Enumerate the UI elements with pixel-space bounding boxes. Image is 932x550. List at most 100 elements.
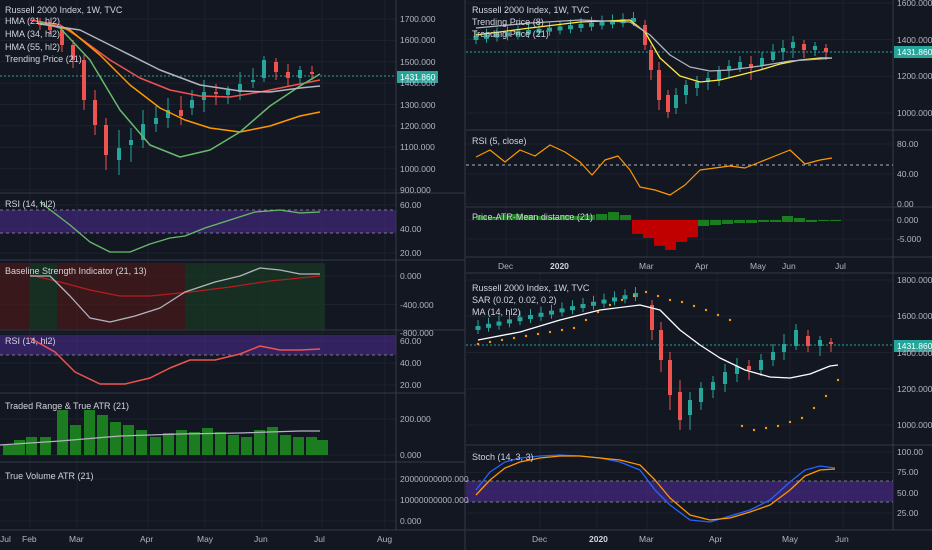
right-bottom-candle-body bbox=[559, 308, 565, 313]
right-bottom-candle-body bbox=[829, 342, 833, 344]
right-patr-green-bar bbox=[746, 220, 757, 223]
right-top-xtick-label: 2020 bbox=[550, 261, 569, 271]
right-top-main-title: Russell 2000 Index, 1W, TVC bbox=[472, 5, 590, 15]
sar-dot bbox=[764, 426, 768, 430]
left-traded-range-bar bbox=[110, 422, 121, 455]
left-rsi2-ytick-label: 60.00 bbox=[400, 336, 422, 346]
left-main-ytick-label: 1200.000 bbox=[400, 120, 436, 131]
right-bottom-candle-body bbox=[794, 330, 798, 346]
left-xtick-label: Jun bbox=[254, 534, 268, 544]
right-bottom-candle-body bbox=[622, 295, 628, 300]
right-bottom-candle-body bbox=[735, 366, 739, 374]
left-bsi-title: Baseline Strength Indicator (21, 13) bbox=[5, 266, 147, 276]
right-patr-green-bar bbox=[560, 215, 571, 220]
right-patr-green-bar bbox=[818, 220, 829, 221]
right-top-candle-body bbox=[494, 33, 500, 38]
left-traded-range-bar bbox=[136, 430, 147, 455]
sar-dot bbox=[752, 428, 756, 432]
left-traded-range-bar bbox=[3, 445, 14, 455]
sar-dot bbox=[836, 378, 840, 382]
right-bottom-candle-body bbox=[723, 372, 727, 384]
left-traded-range-bar bbox=[57, 410, 68, 455]
left-bsi-line bbox=[30, 267, 320, 323]
sar-dot bbox=[596, 310, 600, 314]
legend-trending-price-21-right[interactable]: Trending Price (21) bbox=[472, 29, 549, 39]
sar-dot bbox=[560, 328, 564, 332]
right-stoch-title: Stoch (14, 3, 3) bbox=[472, 452, 534, 462]
left-main-candle-body bbox=[104, 125, 108, 155]
left-main-ytick-label: 1600.000 bbox=[400, 35, 436, 46]
left-traded-range-bar bbox=[189, 432, 200, 455]
sar-dot bbox=[680, 300, 684, 304]
right-top-main-ytick-label: 1400.000 bbox=[897, 34, 932, 45]
left-main-ytick-label: 1100.000 bbox=[400, 142, 435, 153]
right-bottom-candle-body bbox=[570, 306, 575, 311]
right-top-candle-body bbox=[706, 78, 710, 82]
left-traded-range-bar bbox=[40, 437, 51, 455]
left-tvatr-ytick-label: 0.000 bbox=[400, 516, 422, 526]
legend-hma-34[interactable]: HMA (34, hl2) bbox=[5, 29, 61, 39]
left-bsi-bg-green bbox=[185, 263, 325, 330]
right-patr-green-bar bbox=[758, 220, 769, 222]
right-top-candle-body bbox=[578, 24, 584, 28]
left-traded-range-bar bbox=[241, 437, 252, 455]
left-main-ytick-label: 1500.000 bbox=[400, 56, 436, 67]
right-bottom-xtick-label: Dec bbox=[532, 534, 548, 544]
right-top-candle-body bbox=[813, 46, 817, 50]
legend-hma-55[interactable]: HMA (55, hl2) bbox=[5, 42, 61, 52]
left-main-candle-body bbox=[154, 118, 158, 124]
right-bottom-candle-body bbox=[759, 360, 763, 370]
right-bottom-candle-body bbox=[688, 400, 692, 415]
sar-dot bbox=[620, 298, 624, 302]
right-top-last-price-tag: 1431.860 bbox=[894, 46, 932, 58]
right-top-candle-body bbox=[760, 58, 764, 66]
left-main-candle-body bbox=[93, 100, 97, 125]
right-bottom-main-ytick-label: 1800.000 bbox=[897, 275, 932, 285]
right-patr-ytick-label: -5.000 bbox=[897, 234, 922, 244]
sar-dot bbox=[548, 330, 552, 334]
right-top-candle-body bbox=[791, 42, 795, 48]
right-bottom-candle-body bbox=[806, 336, 810, 346]
right-bottom-main-ytick-label: 1000.000 bbox=[897, 420, 932, 430]
right-top-xtick-label: Jun bbox=[782, 261, 796, 271]
hma-34-line bbox=[39, 21, 321, 133]
legend-ma-14[interactable]: MA (14, hl2) bbox=[472, 307, 521, 317]
right-patr-green-bar bbox=[782, 220, 793, 222]
left-main-candle-body bbox=[286, 72, 290, 78]
left-atr-ytick-label: 0.000 bbox=[400, 450, 422, 460]
right-top-candle-body bbox=[643, 25, 647, 45]
right-top-candle-body bbox=[568, 25, 573, 30]
right-patr-green-bar bbox=[734, 220, 745, 223]
right-bottom-candle-body bbox=[612, 297, 617, 302]
sar-dot bbox=[716, 313, 720, 317]
left-traded-range-bar bbox=[280, 435, 291, 455]
legend-trending-price-21[interactable]: Trending Price (21) bbox=[5, 54, 82, 64]
right-bottom-candle-body bbox=[528, 315, 533, 319]
left-bsi-ytick-label: -800.000 bbox=[400, 328, 434, 338]
legend-hma-21[interactable]: HMA (21, hl2) bbox=[5, 16, 61, 26]
sar-dot bbox=[632, 294, 636, 298]
legend-sar[interactable]: SAR (0.02, 0.02, 0.2) bbox=[472, 295, 557, 305]
right-top-main-ytick-label: 1000.000 bbox=[897, 108, 932, 118]
right-patr-green-bar bbox=[584, 215, 595, 220]
legend-trending-price-8[interactable]: Trending Price (8) bbox=[472, 17, 544, 27]
right-bottom-candle-body bbox=[818, 340, 822, 346]
left-traded-range-bar bbox=[267, 427, 278, 455]
right-stoch-ytick-label: 50.00 bbox=[897, 487, 919, 498]
hma-55-line bbox=[39, 21, 321, 158]
right-patr-green-bar bbox=[500, 215, 511, 220]
right-patr-red-bar bbox=[687, 220, 698, 237]
left-xtick-label: Feb bbox=[22, 534, 37, 544]
sar-dot bbox=[656, 294, 660, 298]
right-top-candle-body bbox=[802, 44, 806, 50]
left-bsi-bg-green bbox=[30, 263, 57, 330]
left-rsi1-title: RSI (14, hl2) bbox=[5, 199, 56, 209]
sar-dot bbox=[740, 424, 744, 428]
right-bottom-candle-body bbox=[633, 293, 638, 297]
right-bottom-candle-body bbox=[668, 360, 672, 395]
left-main-ytick-label: 1400.000 bbox=[400, 78, 436, 89]
right-top-candle-body bbox=[738, 62, 742, 68]
right-patr-green-bar bbox=[524, 215, 535, 220]
sar-dot bbox=[524, 334, 528, 338]
